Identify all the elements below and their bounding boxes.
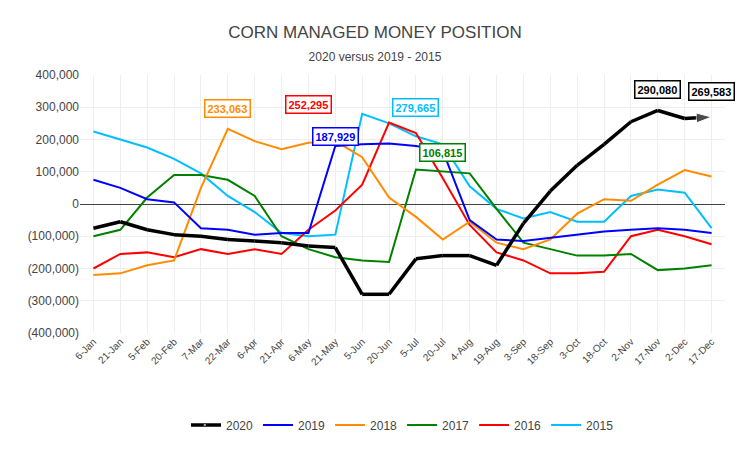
svg-text:3-Sep: 3-Sep	[502, 336, 529, 363]
svg-text:0: 0	[72, 197, 79, 211]
svg-text:6-May: 6-May	[286, 336, 313, 363]
svg-text:2015: 2015	[586, 419, 613, 433]
svg-text:2020 versus 2019 - 2015: 2020 versus 2019 - 2015	[309, 50, 442, 64]
svg-text:2-Dec: 2-Dec	[663, 336, 690, 363]
svg-text:2018: 2018	[370, 419, 397, 433]
svg-text:100,000: 100,000	[36, 165, 80, 179]
svg-text:21-Apr: 21-Apr	[258, 336, 287, 365]
svg-text:(100,000): (100,000)	[28, 229, 79, 243]
svg-text:6-Jan: 6-Jan	[73, 336, 98, 361]
svg-text:(400,000): (400,000)	[28, 326, 79, 340]
svg-text:106,815: 106,815	[423, 147, 463, 159]
svg-text:233,063: 233,063	[208, 103, 248, 115]
svg-text:20-Jun: 20-Jun	[365, 336, 394, 365]
svg-text:200,000: 200,000	[36, 133, 80, 147]
svg-text:187,929: 187,929	[316, 131, 356, 143]
svg-text:2-Nov: 2-Nov	[609, 336, 636, 363]
svg-text:21-Jan: 21-Jan	[96, 336, 125, 365]
svg-text:400,000: 400,000	[36, 68, 80, 82]
svg-text:20-Jul: 20-Jul	[421, 336, 448, 363]
svg-text:290,080: 290,080	[638, 84, 678, 96]
svg-text:3-Oct: 3-Oct	[557, 336, 582, 361]
svg-text:5-Jun: 5-Jun	[342, 336, 367, 361]
svg-text:5-Jul: 5-Jul	[398, 336, 421, 359]
svg-text:6-Apr: 6-Apr	[235, 336, 261, 362]
svg-text:2016: 2016	[514, 419, 541, 433]
svg-text:2020: 2020	[226, 419, 253, 433]
svg-text:17-Nov: 17-Nov	[632, 336, 663, 367]
svg-text:252,295: 252,295	[289, 99, 329, 111]
svg-text:20-Feb: 20-Feb	[149, 336, 179, 366]
svg-text:2017: 2017	[442, 419, 469, 433]
svg-text:(300,000): (300,000)	[28, 294, 79, 308]
svg-text:21-May: 21-May	[309, 336, 340, 367]
svg-text:(200,000): (200,000)	[28, 262, 79, 276]
svg-text:18-Sep: 18-Sep	[525, 336, 556, 367]
svg-text:22-Mar: 22-Mar	[203, 336, 234, 367]
svg-text:300,000: 300,000	[36, 100, 80, 114]
svg-text:269,583: 269,583	[692, 86, 732, 98]
svg-text:2019: 2019	[298, 419, 325, 433]
svg-text:CORN MANAGED MONEY POSITION: CORN MANAGED MONEY POSITION	[228, 23, 521, 42]
svg-text:5-Feb: 5-Feb	[126, 336, 153, 363]
svg-text:19-Aug: 19-Aug	[471, 336, 502, 367]
svg-text:279,665: 279,665	[396, 102, 436, 114]
svg-text:18-Oct: 18-Oct	[580, 336, 609, 365]
svg-text:7-Mar: 7-Mar	[180, 336, 207, 363]
svg-text:17-Dec: 17-Dec	[686, 336, 717, 367]
svg-text:4-Aug: 4-Aug	[448, 336, 475, 363]
